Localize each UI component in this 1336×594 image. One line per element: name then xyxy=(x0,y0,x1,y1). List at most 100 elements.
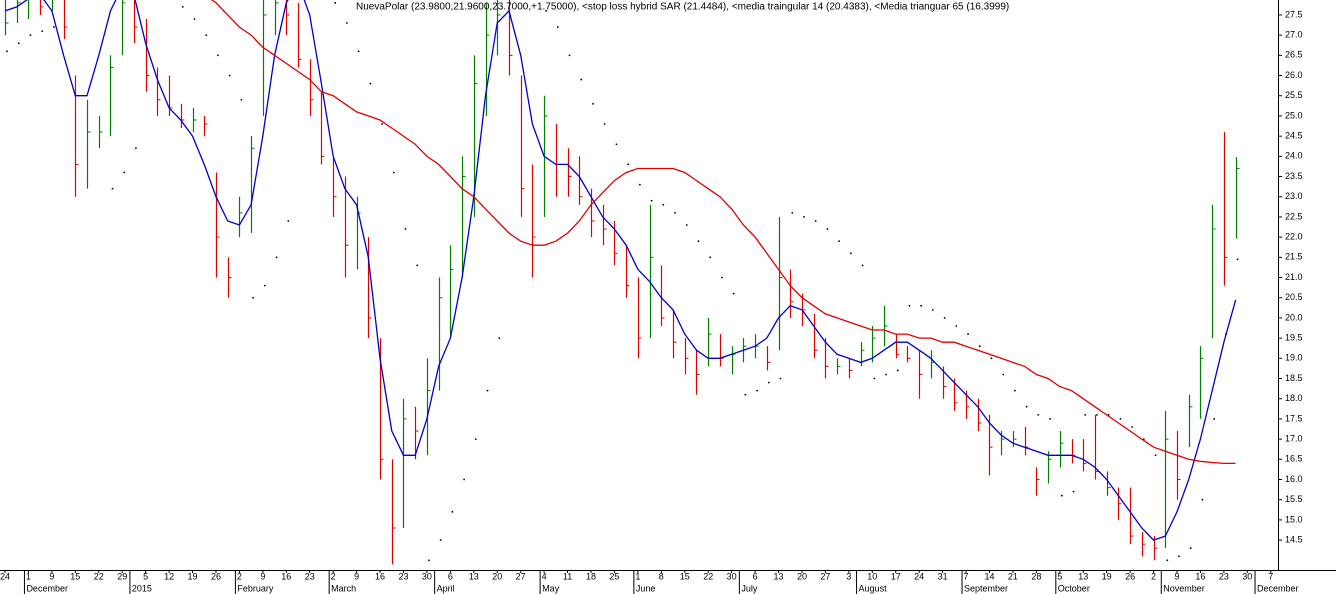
x-tick-label: 26 xyxy=(1125,571,1135,581)
x-tick-label: 5 xyxy=(1057,571,1062,581)
sar-dot xyxy=(345,22,348,24)
month-label: June xyxy=(636,583,656,593)
x-tick-label: 23 xyxy=(398,571,408,581)
sar-dot xyxy=(1037,413,1040,416)
x-tick-label: 9 xyxy=(1174,571,1179,581)
sar-dot xyxy=(545,10,548,12)
x-tick-label: 1 xyxy=(26,571,31,581)
sar-dot xyxy=(556,26,559,28)
x-tick-label: 15 xyxy=(70,571,80,581)
sar-dot xyxy=(1236,258,1239,261)
month-label: 2015 xyxy=(132,583,152,593)
sar-dot xyxy=(1166,559,1169,562)
x-tick-label: 16 xyxy=(281,571,291,581)
sar-dot xyxy=(228,74,231,77)
y-tick-label: 21.5 xyxy=(1285,252,1303,262)
indicator-line xyxy=(4,0,1237,541)
x-tick-label: 16 xyxy=(375,571,385,581)
sar-dot xyxy=(381,123,383,125)
x-tick-label: 5 xyxy=(143,571,148,581)
x-tick-label: 19 xyxy=(1102,571,1112,581)
sar-dot xyxy=(463,478,465,481)
x-tick-label: 16 xyxy=(1195,571,1205,581)
sar-dot xyxy=(263,284,266,287)
month-label: November xyxy=(1163,583,1205,593)
y-tick-label: 25.0 xyxy=(1285,110,1303,120)
sar-dot xyxy=(1119,418,1122,420)
sar-dot xyxy=(885,373,887,376)
x-tick-label: 15 xyxy=(680,571,690,581)
sar-dot xyxy=(896,369,899,372)
sar-dot xyxy=(1014,389,1016,392)
x-tick-label: 4 xyxy=(542,571,547,581)
month-label: April xyxy=(437,583,455,593)
y-tick-label: 16.0 xyxy=(1285,474,1303,484)
y-tick-label: 23.5 xyxy=(1285,171,1303,181)
sar-dot xyxy=(1072,490,1075,493)
x-tick-label: 30 xyxy=(422,571,432,581)
x-tick-label: 25 xyxy=(609,571,619,581)
x-tick-label: 13 xyxy=(1078,571,1088,581)
x-tick-label: 2 xyxy=(331,571,336,581)
month-label: September xyxy=(964,583,1008,593)
sar-dot xyxy=(439,539,442,542)
x-tick-label: 11 xyxy=(563,571,572,581)
indicator-line xyxy=(210,0,1236,465)
sar-dot xyxy=(1178,555,1180,558)
sar-dot xyxy=(1084,413,1087,416)
sar-dot xyxy=(123,171,126,174)
sar-dot xyxy=(627,163,630,166)
month-label: July xyxy=(741,583,758,593)
sar-dot xyxy=(451,510,454,513)
sar-dot xyxy=(685,224,688,226)
sar-dot xyxy=(697,240,700,243)
x-tick-label: 13 xyxy=(469,571,479,581)
sar-dot xyxy=(615,143,618,146)
sar-dot xyxy=(955,325,958,327)
sar-dot xyxy=(111,187,114,190)
x-tick-label: 22 xyxy=(94,571,104,581)
sar-dot xyxy=(826,228,829,230)
sar-dot xyxy=(767,381,770,384)
sar-dot xyxy=(931,308,934,311)
sar-dot xyxy=(674,211,676,214)
x-tick-label: 1 xyxy=(635,571,640,581)
sar-dot xyxy=(861,264,864,267)
x-tick-label: 21 xyxy=(1008,571,1018,581)
x-tick-label: 9 xyxy=(49,571,54,581)
x-tick-label: 24 xyxy=(914,571,924,581)
sar-dot xyxy=(217,54,219,57)
sar-dot xyxy=(275,256,278,259)
y-tick-label: 20.5 xyxy=(1285,292,1303,302)
sar-dot xyxy=(428,559,430,562)
y-tick-label: 25.5 xyxy=(1285,90,1303,100)
sar-dot xyxy=(967,333,969,335)
x-tick-label: 27 xyxy=(820,571,830,581)
y-tick-label: 20.0 xyxy=(1285,312,1303,322)
month-label: February xyxy=(237,583,274,593)
sar-dot xyxy=(814,220,817,222)
month-label: December xyxy=(26,583,68,593)
sar-dot xyxy=(498,337,501,340)
sar-dot xyxy=(779,377,782,380)
x-tick-label: 26 xyxy=(211,571,221,581)
sar-dot xyxy=(369,82,372,85)
x-tick-label: 18 xyxy=(586,571,596,581)
sar-dot xyxy=(205,34,208,37)
sar-dot xyxy=(52,26,55,28)
sar-dot xyxy=(721,276,723,279)
sar-dot xyxy=(580,78,583,81)
sar-dot xyxy=(990,357,993,360)
sar-dot xyxy=(1213,418,1216,420)
x-tick-label: 10 xyxy=(867,571,877,581)
y-tick-label: 24.5 xyxy=(1285,131,1303,141)
x-tick-label: 9 xyxy=(260,571,265,581)
plot-area xyxy=(4,0,1240,565)
sar-dot xyxy=(41,30,44,33)
sar-dot xyxy=(756,389,758,392)
x-tick-label: 2 xyxy=(1151,571,1156,581)
sar-dot xyxy=(392,171,395,174)
x-tick-label: 22 xyxy=(703,571,713,581)
x-tick-label: 2 xyxy=(237,571,242,581)
